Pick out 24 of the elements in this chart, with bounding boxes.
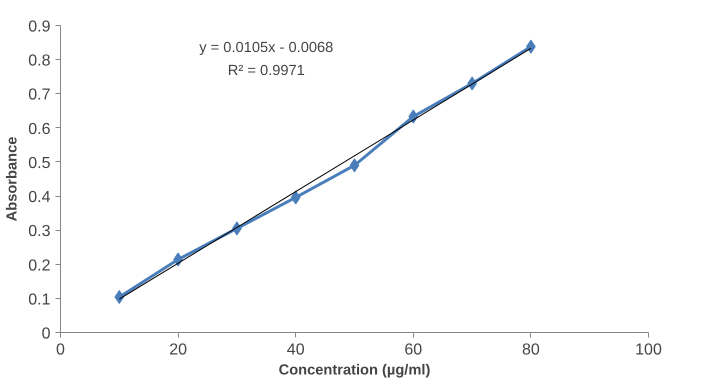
x-tick-label: 100 [635,342,662,358]
point [114,290,124,304]
point [173,252,183,266]
x-axis-title: Concentration (µg/ml) [278,362,430,378]
y-tick-label: 0.5 [28,154,51,172]
y-tick-label: 0.6 [28,120,51,138]
point [408,110,418,124]
point [290,190,301,204]
y-tick-label: 0.1 [28,291,51,308]
x-tick-label: 40 [286,342,305,358]
y-tick-label: 0.4 [28,189,51,206]
x-tick-label: 20 [169,342,188,358]
x-tick-label: 60 [404,342,422,358]
y-tick-label: 0.7 [28,86,51,104]
y-tick-label: 0.8 [28,52,51,70]
y-tick-label: 0.9 [28,18,51,36]
y-axis-title: Absorbance [4,136,20,222]
annotation: R² = 0.9971 [228,63,305,80]
y-tick-label: 0.2 [28,257,51,274]
x-tick-label: 80 [522,342,540,358]
x-tick-label: 0 [56,342,66,358]
y-tick-label: 0 [42,326,51,342]
y-tick-label: 0.3 [28,223,51,240]
annotation: y = 0.0105x - 0.0068 [199,40,334,56]
